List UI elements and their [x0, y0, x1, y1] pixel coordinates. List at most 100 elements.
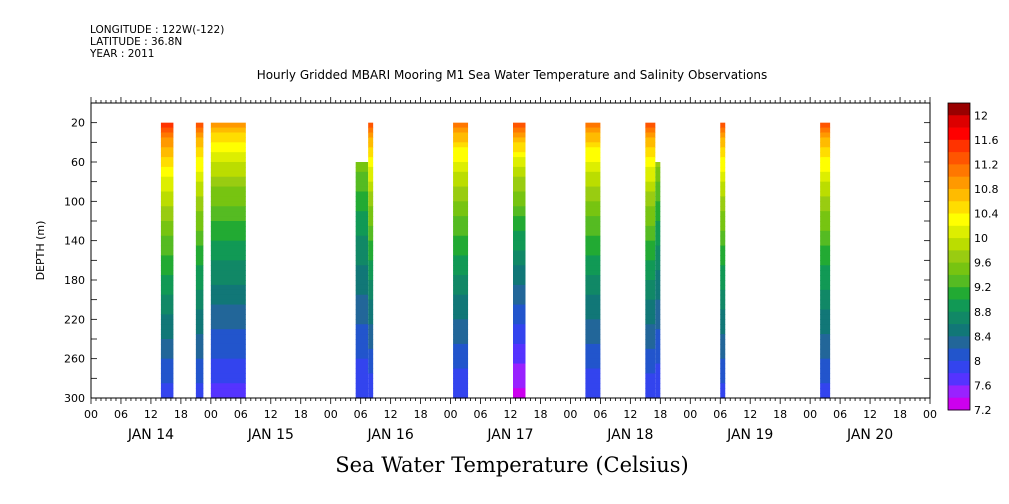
temperature-cell — [368, 348, 374, 355]
temperature-cell — [355, 245, 369, 252]
temperature-cell — [195, 132, 204, 139]
temperature-cell — [160, 319, 174, 325]
temperature-cell — [645, 230, 656, 237]
temperature-cell — [160, 363, 174, 370]
temperature-cell — [160, 240, 174, 247]
temperature-cell — [210, 230, 246, 237]
temperature-cell — [655, 191, 661, 198]
temperature-cell — [368, 216, 374, 222]
temperature-cell — [720, 304, 726, 311]
temperature-cell — [513, 206, 526, 212]
temperature-cell — [368, 142, 374, 148]
temperature-cell — [645, 132, 656, 139]
temperature-cell — [355, 235, 369, 242]
temperature-cell — [513, 309, 526, 316]
temperature-cell — [453, 250, 469, 257]
x-tick-label: 12 — [623, 408, 637, 421]
temperature-cell — [645, 265, 656, 271]
temperature-cell — [645, 162, 656, 168]
temperature-cell — [355, 353, 369, 360]
temperature-cell — [368, 157, 374, 163]
temperature-cell — [645, 147, 656, 153]
colorbar-swatch — [948, 397, 970, 411]
temperature-cell — [820, 329, 831, 335]
temperature-cell — [195, 309, 204, 316]
temperature-cell — [195, 250, 204, 257]
temperature-cell — [210, 319, 246, 325]
temperature-cell — [355, 348, 369, 355]
temperature-cell — [453, 388, 469, 394]
temperature-cell — [820, 348, 831, 355]
temperature-cell — [355, 334, 369, 340]
temperature-cell — [368, 363, 374, 370]
temperature-cell — [655, 378, 661, 384]
temperature-cell — [368, 270, 374, 276]
temperature-cell — [645, 186, 656, 193]
temperature-cell — [513, 348, 526, 355]
temperature-cell — [355, 280, 369, 286]
temperature-cell — [585, 127, 601, 134]
temperature-cell — [210, 196, 246, 202]
temperature-cell — [645, 142, 656, 148]
temperature-cell — [195, 230, 204, 237]
temperature-cell — [585, 358, 601, 365]
x-tick-label: 00 — [444, 408, 458, 421]
temperature-cell — [513, 265, 526, 271]
temperature-cell — [585, 270, 601, 276]
temperature-cell — [720, 181, 726, 188]
temperature-cell — [368, 334, 374, 340]
colorbar-label: 9.6 — [974, 257, 992, 270]
temperature-cell — [368, 275, 374, 281]
temperature-cell — [160, 348, 174, 355]
temperature-cell — [820, 171, 831, 178]
temperature-cell — [355, 378, 369, 384]
temperature-cell — [210, 201, 246, 207]
x-tick-label: 00 — [84, 408, 98, 421]
temperature-cell — [513, 319, 526, 325]
temperature-cell — [453, 181, 469, 188]
temperature-cell — [195, 334, 204, 340]
temperature-cell — [585, 201, 601, 207]
temperature-cell — [355, 171, 369, 178]
temperature-cell — [585, 393, 601, 399]
temperature-cell — [210, 142, 246, 148]
temperature-cell — [645, 304, 656, 311]
temperature-cell — [160, 181, 174, 188]
temperature-cell — [355, 368, 369, 375]
temperature-cell — [210, 255, 246, 261]
temperature-cell — [655, 368, 661, 375]
temperature-cell — [355, 206, 369, 212]
temperature-cell — [645, 280, 656, 286]
temperature-cell — [720, 299, 726, 306]
temperature-cell — [368, 250, 374, 257]
year-text: YEAR : 2011 — [90, 48, 155, 60]
temperature-cell — [513, 280, 526, 286]
temperature-cell — [160, 383, 174, 389]
colorbar-label: 8.4 — [974, 330, 992, 343]
temperature-cell — [585, 309, 601, 316]
temperature-cell — [820, 289, 831, 296]
temperature-cell — [645, 284, 656, 291]
temperature-cell — [355, 191, 369, 198]
temperature-cell — [720, 353, 726, 360]
temperature-cell — [655, 245, 661, 252]
temperature-cell — [645, 339, 656, 345]
temperature-cell — [195, 176, 204, 183]
temperature-cell — [195, 304, 204, 311]
x-tick-label: 06 — [474, 408, 488, 421]
temperature-cell — [160, 245, 174, 252]
temperature-cell — [368, 324, 374, 330]
temperature-cell — [645, 216, 656, 222]
temperature-cell — [820, 216, 831, 222]
temperature-cell — [195, 221, 204, 227]
temperature-cell — [820, 181, 831, 188]
x-axis-title: Sea Water Temperature (Celsius) — [335, 453, 689, 477]
temperature-cell — [195, 260, 204, 266]
temperature-cell — [720, 329, 726, 335]
temperature-cell — [368, 147, 374, 153]
temperature-cell — [195, 294, 204, 301]
temperature-cell — [195, 225, 204, 232]
colorbar-swatch — [948, 262, 970, 276]
temperature-cell — [453, 196, 469, 202]
temperature-cell — [820, 132, 831, 139]
